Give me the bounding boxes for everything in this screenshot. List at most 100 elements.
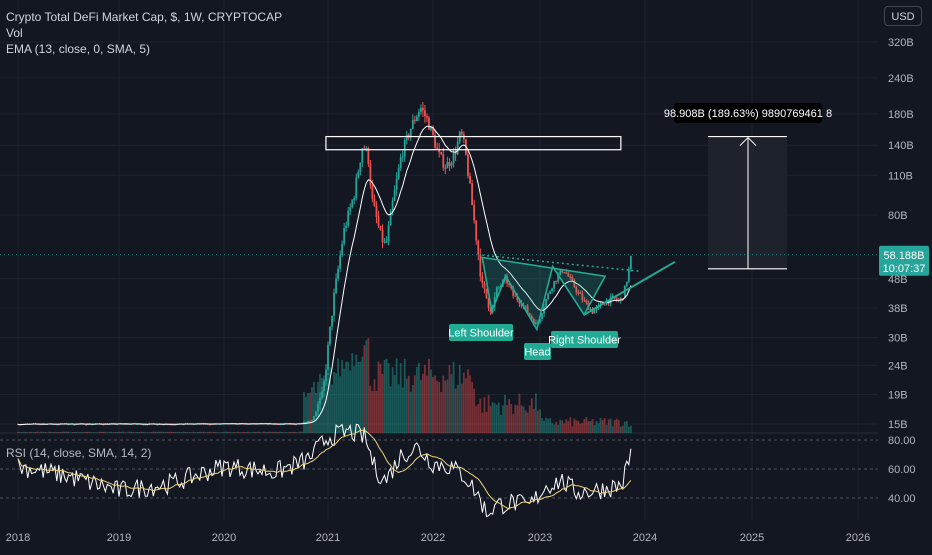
volume-bar [122, 431, 124, 433]
volume-bar [235, 432, 237, 433]
volume-bar [424, 364, 426, 433]
candle-body [387, 225, 390, 242]
candle-body [369, 164, 372, 186]
ema-indicator-label[interactable]: EMA (13, close, 0, SMA, 5) [6, 42, 151, 56]
volume-bar [475, 406, 478, 433]
candle-body [530, 315, 533, 320]
volume-bar [75, 431, 78, 433]
candle-body [389, 211, 392, 226]
volume-bar [355, 354, 358, 433]
candle-body [452, 152, 455, 164]
volume-bar [611, 426, 614, 433]
volume-bar [373, 379, 376, 433]
candle-body [192, 424, 195, 426]
volume-bar [393, 375, 396, 433]
candle-body [331, 315, 333, 327]
candle-body [424, 110, 426, 117]
candle-body [367, 147, 370, 165]
volume-bar [283, 432, 285, 433]
volume-bar [508, 399, 511, 433]
rsi-axis-label: 40.00 [888, 493, 916, 505]
candle-body [371, 185, 374, 199]
candle-body [557, 274, 560, 282]
volume-bar [297, 432, 299, 433]
volume-bar [108, 431, 111, 433]
volume-bar [253, 431, 255, 433]
volume-bar [413, 375, 416, 433]
volume-bar [458, 364, 461, 433]
candle-body [319, 397, 321, 405]
candle-body [333, 292, 335, 316]
volume-bar [341, 359, 344, 433]
volume-bar [603, 418, 606, 433]
volume-bar [403, 358, 406, 433]
candle-body [440, 152, 443, 155]
volume-bar [377, 361, 380, 433]
volume-bar [261, 432, 263, 433]
rsi-indicator-label[interactable]: RSI (14, close, SMA, 14, 2) [6, 446, 152, 460]
volume-bar [40, 431, 43, 433]
currency-button[interactable]: USD [884, 6, 922, 26]
volume-bar [100, 431, 103, 433]
candle-body [436, 147, 439, 149]
volume-bar [365, 340, 368, 433]
volume-bar [247, 431, 249, 433]
candle-body [518, 300, 521, 304]
price-axis-label: 19B [888, 389, 908, 401]
volume-bar [524, 410, 527, 433]
candle-body [603, 304, 606, 306]
candle-body [456, 141, 459, 155]
volume-bar [299, 431, 301, 433]
volume-bar [452, 361, 455, 433]
volume-bar [456, 384, 459, 433]
candle-body [619, 298, 622, 301]
volume-bar [184, 431, 187, 433]
volume-bar [42, 432, 45, 433]
volume-bar [500, 414, 502, 433]
candle-body [497, 287, 500, 289]
volume-bar [287, 432, 289, 433]
candle-body [526, 306, 529, 314]
volume-bar [61, 431, 64, 433]
candle-body [295, 424, 297, 426]
volume-bar [112, 432, 115, 433]
volume-bar [71, 432, 74, 433]
volume-bar [325, 371, 327, 433]
candle-body [67, 424, 70, 426]
volume-bar [210, 432, 213, 433]
volume-bar [285, 431, 287, 433]
candle-body [545, 299, 547, 308]
volume-bar [126, 432, 128, 433]
volume-bar [329, 367, 331, 433]
candle-body [581, 294, 584, 301]
candle-body [450, 163, 453, 166]
candle-body [539, 318, 541, 323]
candle-body [373, 198, 376, 207]
volume-bar [434, 375, 436, 433]
volume-bar [438, 381, 441, 433]
volume-bar [357, 362, 360, 433]
volume-indicator-label[interactable]: Vol [6, 26, 23, 40]
volume-bar [327, 372, 329, 433]
volume-bar [160, 431, 163, 433]
volume-bar [345, 361, 348, 433]
volume-bar [467, 369, 469, 433]
volume-bar [353, 366, 356, 433]
time-axis-label: 2021 [316, 532, 340, 544]
volume-bar [567, 421, 570, 433]
volume-bar [138, 432, 141, 433]
candle-body [385, 241, 388, 243]
volume-bar [502, 405, 504, 433]
volume-bar [164, 432, 167, 433]
volume-bar [156, 431, 159, 433]
candle-body [573, 280, 576, 288]
candle-body [417, 111, 420, 117]
volume-bar [537, 410, 539, 433]
candle-body [357, 172, 360, 178]
volume-bar [555, 422, 558, 433]
candle-body [528, 313, 531, 316]
volume-bar [174, 431, 177, 433]
volume-bar [144, 432, 147, 433]
candle-body [611, 296, 614, 298]
